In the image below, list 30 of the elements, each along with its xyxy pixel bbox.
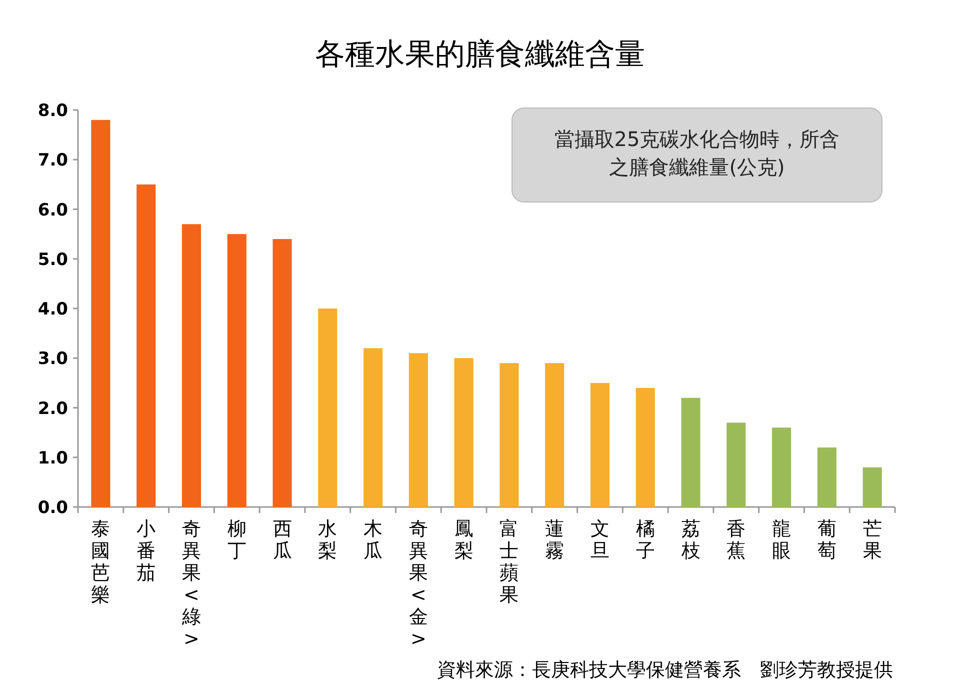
x-tick-label: 泰國芭樂: [91, 518, 110, 606]
y-tick-label: 0.0: [38, 498, 68, 518]
chart-title: 各種水果的膳食纖維含量: [315, 37, 645, 72]
x-tick-label: 鳳梨: [454, 518, 474, 562]
y-tick-label: 6.0: [38, 200, 68, 220]
y-tick-label: 3.0: [38, 349, 68, 370]
x-tick-label: 小番茄: [136, 518, 156, 584]
x-tick-label: 柳丁: [227, 518, 246, 562]
x-tick-label: 富士蘋果: [500, 518, 519, 606]
x-tick-label: 奇異果<金>: [408, 518, 428, 650]
y-tick-label: 8.0: [38, 101, 68, 121]
annotation: 當攝取25克碳水化合物時，所含之膳食纖維量(公克): [554, 127, 840, 179]
x-tick-label: 香蕉: [726, 518, 746, 562]
y-tick-label: 5.0: [38, 250, 68, 270]
x-tick-label: 荔枝: [680, 518, 700, 562]
y-tick-label: 2.0: [38, 398, 68, 419]
y-tick-label: 7.0: [38, 150, 68, 171]
source-note: 資料來源：長庚科技大學保健營養系 劉珍芳教授提供: [437, 659, 893, 681]
x-tick-label: 西瓜: [272, 518, 292, 562]
y-tick-label: 1.0: [38, 448, 68, 468]
x-tick-label: 水梨: [318, 518, 338, 562]
x-tick-label: 奇異果<綠>: [180, 518, 201, 650]
x-tick-label: 橘子: [636, 518, 655, 562]
x-tick-label: 蓮霧: [545, 518, 564, 562]
x-tick-label: 芒果: [862, 518, 882, 562]
y-tick-label: 4.0: [38, 300, 68, 320]
x-tick-label: 葡萄: [817, 518, 836, 562]
x-tick-label: 文旦: [590, 518, 610, 562]
x-tick-label: 龍眼: [772, 518, 792, 562]
x-tick-label: 木瓜: [364, 518, 383, 562]
